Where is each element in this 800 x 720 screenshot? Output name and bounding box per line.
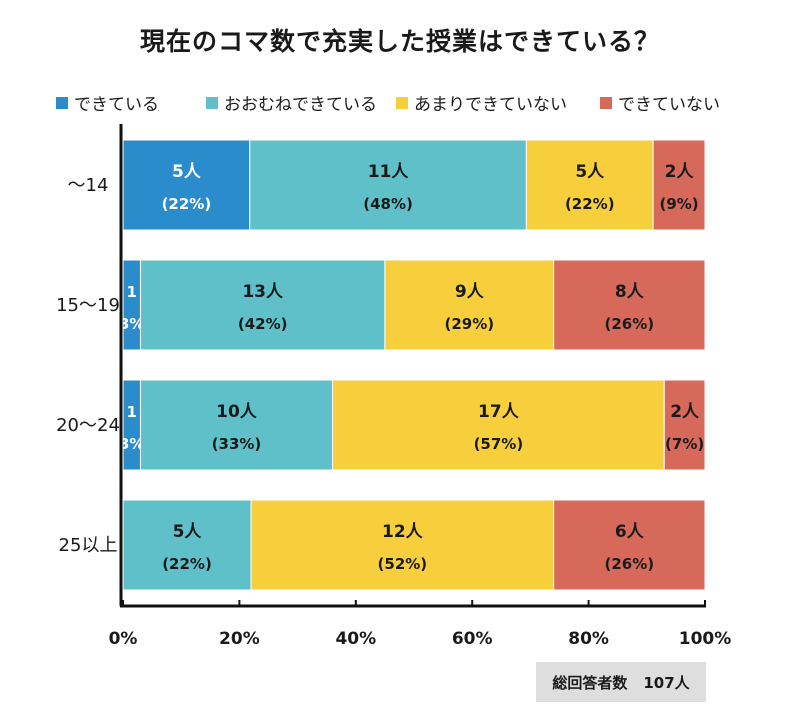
legend-swatch (396, 96, 408, 109)
data-label-percent: (52%) (378, 555, 428, 573)
total-label: 総回答者数 (552, 673, 628, 692)
data-label-percent: (22%) (565, 195, 615, 213)
legend-swatch (56, 96, 68, 109)
bar-segment (122, 259, 141, 351)
data-label-percent: (33%) (212, 435, 262, 453)
data-label-count: 1 (127, 403, 137, 421)
legend-swatch (600, 96, 612, 109)
legend-item-dekitenai: できていない (600, 90, 720, 115)
bar-segment (652, 139, 706, 231)
bar-segment (122, 499, 252, 591)
x-tick-label: 0% (109, 629, 138, 649)
data-label-count: 2人 (665, 162, 695, 182)
data-label-percent: (29%) (444, 315, 494, 333)
data-label-percent: (7%) (665, 435, 704, 453)
legend-label: おおむねできている (224, 95, 377, 115)
legend-item-oomune: おおむねできている (206, 90, 377, 115)
bar-segment (249, 139, 527, 231)
data-label-percent: (26%) (605, 555, 655, 573)
legend: できている おおむねできている あまりできていない できていない (56, 90, 776, 115)
data-label-count: 13人 (242, 282, 284, 302)
bar-segment (122, 139, 251, 231)
category-label: 20〜24 (56, 415, 120, 436)
data-label-count: 9人 (455, 282, 485, 302)
data-label-count: 12人 (382, 522, 424, 542)
total-value: 107人 (643, 673, 690, 692)
data-label-percent: (48%) (363, 195, 413, 213)
data-label-count: 17人 (478, 402, 520, 422)
bar-segment (553, 259, 706, 351)
bar-segment (139, 259, 386, 351)
bar-segment (553, 499, 706, 591)
data-label-count: 10人 (216, 402, 258, 422)
data-label-count: 11人 (368, 162, 410, 182)
legend-item-dekiteiru: できている (56, 90, 159, 115)
legend-label: できていない (618, 95, 720, 115)
bar-segment (332, 379, 665, 471)
data-label-percent: 3% (119, 315, 144, 333)
x-tick-label: 20% (219, 629, 260, 649)
x-tick-label: 40% (335, 629, 376, 649)
x-tick-label: 80% (568, 629, 609, 649)
bar-segment (525, 139, 654, 231)
data-label-percent: (26%) (605, 315, 655, 333)
legend-item-amari: あまりできていない (396, 90, 567, 115)
bar-segment (250, 499, 555, 591)
data-label-count: 1 (127, 283, 137, 301)
data-label-percent: (22%) (162, 195, 212, 213)
legend-label: あまりできていない (414, 95, 567, 115)
bar-segment (122, 379, 141, 471)
x-tick-label: 60% (452, 629, 493, 649)
category-label: 〜14 (68, 175, 109, 196)
data-label-count: 5人 (173, 522, 203, 542)
data-label-count: 6人 (615, 522, 645, 542)
bar-segment (384, 259, 555, 351)
data-label-percent: (9%) (659, 195, 698, 213)
bar-segment (139, 379, 334, 471)
data-label-count: 2人 (670, 402, 700, 422)
chart-title: 現在のコマ数で充実した授業はできている？ (139, 27, 660, 56)
data-label-count: 5人 (172, 162, 202, 182)
category-label: 25以上 (59, 535, 118, 556)
data-label-count: 8人 (615, 282, 645, 302)
data-label-count: 5人 (575, 162, 605, 182)
data-label-percent: (42%) (238, 315, 288, 333)
category-label: 15〜19 (56, 295, 120, 316)
legend-label: できている (74, 95, 159, 115)
bar-segment (663, 379, 706, 471)
legend-swatch (206, 96, 218, 109)
total-respondents-box: 総回答者数 107人 (536, 662, 706, 702)
data-label-percent: 3% (119, 435, 144, 453)
x-tick-label: 100% (679, 629, 732, 649)
data-label-percent: (57%) (474, 435, 524, 453)
data-label-percent: (22%) (162, 555, 212, 573)
